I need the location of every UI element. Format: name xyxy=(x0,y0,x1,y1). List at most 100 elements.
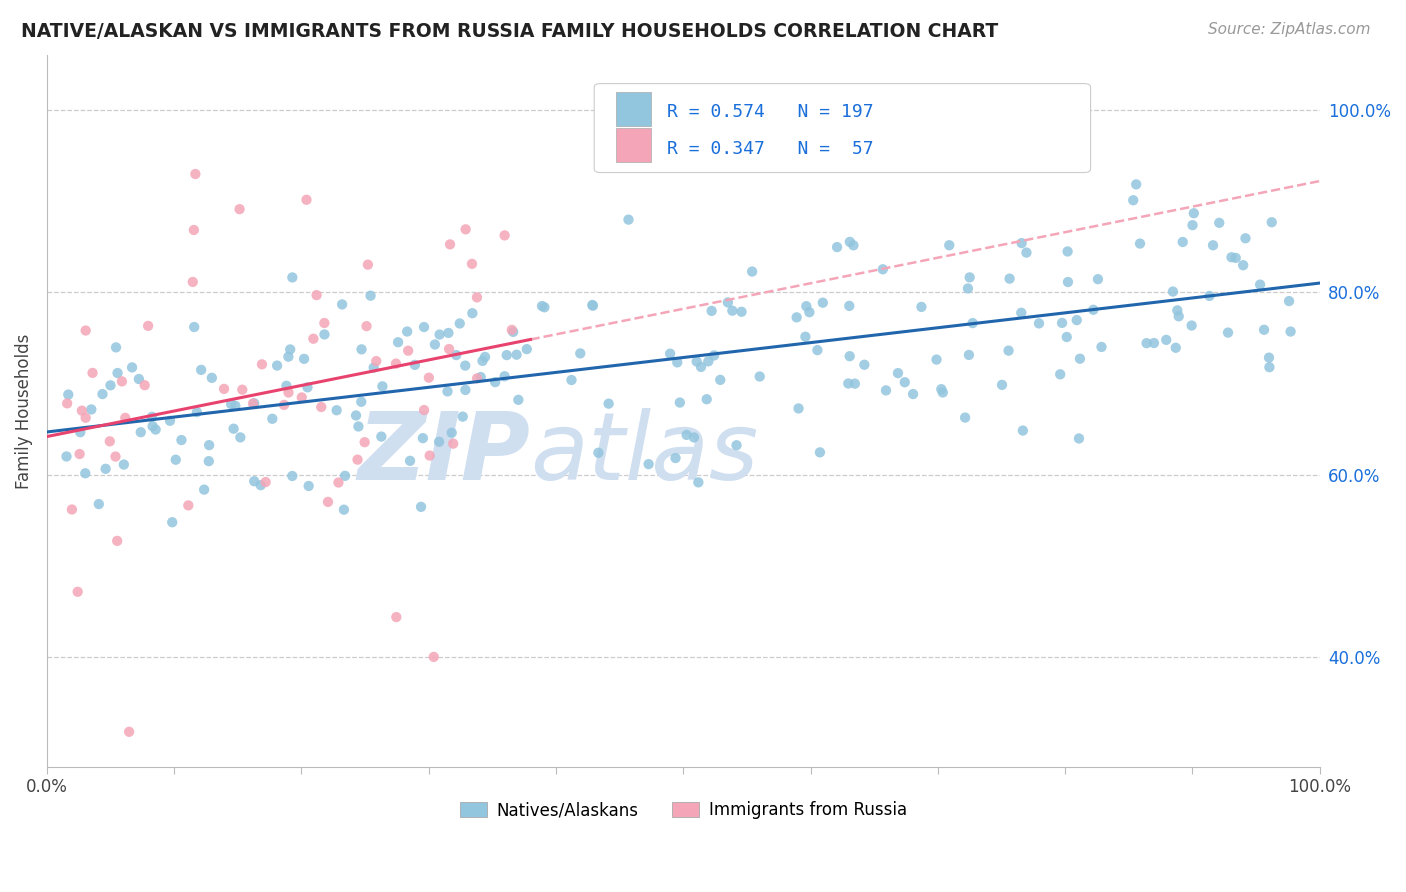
Point xyxy=(69,425,91,440)
Point xyxy=(190,363,212,377)
Point xyxy=(910,300,932,314)
Point xyxy=(725,438,748,452)
Point xyxy=(1182,206,1205,220)
Point xyxy=(853,358,876,372)
Point xyxy=(465,290,488,304)
Point xyxy=(305,288,328,302)
Point xyxy=(1090,340,1112,354)
Point xyxy=(998,271,1021,285)
Point xyxy=(219,397,242,411)
Point xyxy=(94,462,117,476)
Point xyxy=(717,295,740,310)
Point xyxy=(581,298,603,312)
Point xyxy=(786,310,808,325)
Point xyxy=(60,502,83,516)
Point xyxy=(396,343,419,358)
Point xyxy=(454,359,477,373)
Point xyxy=(212,382,235,396)
Point xyxy=(98,434,121,449)
Point xyxy=(277,385,299,400)
Point xyxy=(1056,330,1078,344)
Point xyxy=(105,340,128,354)
Text: Source: ZipAtlas.com: Source: ZipAtlas.com xyxy=(1208,22,1371,37)
Point xyxy=(350,394,373,409)
Point xyxy=(66,584,89,599)
Point xyxy=(363,360,385,375)
Point xyxy=(730,305,752,319)
Point xyxy=(193,483,215,497)
Point xyxy=(228,202,250,216)
Text: NATIVE/ALASKAN VS IMMIGRANTS FROM RUSSIA FAMILY HOUSEHOLDS CORRELATION CHART: NATIVE/ALASKAN VS IMMIGRANTS FROM RUSSIA… xyxy=(21,22,998,41)
Point xyxy=(1171,235,1194,249)
Point xyxy=(1258,360,1281,375)
Point xyxy=(224,399,246,413)
Point xyxy=(893,376,915,390)
Point xyxy=(669,395,692,409)
Point xyxy=(696,392,718,407)
Point xyxy=(186,405,208,419)
Point xyxy=(637,457,659,471)
Point xyxy=(1011,424,1033,438)
Point xyxy=(1049,368,1071,382)
Point xyxy=(111,375,134,389)
Point xyxy=(461,306,484,320)
Point xyxy=(297,380,319,394)
Point xyxy=(494,369,516,384)
Point xyxy=(1015,245,1038,260)
Point xyxy=(314,316,336,330)
Point xyxy=(121,360,143,375)
Point xyxy=(721,303,744,318)
Point xyxy=(1011,236,1033,251)
Point xyxy=(404,358,426,372)
Point xyxy=(243,396,266,410)
Point xyxy=(1057,275,1080,289)
Point xyxy=(741,264,763,278)
Point xyxy=(145,423,167,437)
Point xyxy=(794,299,817,313)
Point xyxy=(333,502,356,516)
Point xyxy=(474,350,496,364)
Point xyxy=(1143,336,1166,351)
Point xyxy=(470,370,492,384)
Point xyxy=(1279,325,1302,339)
Point xyxy=(309,400,332,414)
Point xyxy=(1056,244,1078,259)
Point xyxy=(423,649,446,664)
Point xyxy=(598,397,620,411)
Point xyxy=(75,324,97,338)
Point xyxy=(938,238,960,252)
Point xyxy=(962,316,984,330)
Point xyxy=(118,724,141,739)
Point xyxy=(366,354,388,368)
Point xyxy=(560,373,582,387)
Point xyxy=(1129,236,1152,251)
Point xyxy=(170,433,193,447)
Point xyxy=(451,409,474,424)
Point xyxy=(956,281,979,295)
Point xyxy=(328,475,350,490)
Point xyxy=(484,375,506,389)
Point xyxy=(427,434,450,449)
Point xyxy=(325,403,347,417)
Point xyxy=(806,343,828,358)
Point xyxy=(356,319,378,334)
Point xyxy=(162,515,184,529)
Point xyxy=(569,346,592,360)
Point xyxy=(875,384,897,398)
Point xyxy=(666,355,689,369)
Point xyxy=(439,237,461,252)
Point xyxy=(413,403,436,417)
Point xyxy=(183,320,205,334)
Point xyxy=(1261,215,1284,229)
Point xyxy=(347,419,370,434)
Point xyxy=(495,348,517,362)
Point xyxy=(409,500,432,514)
Point xyxy=(664,451,686,466)
Point xyxy=(141,409,163,424)
Point xyxy=(107,366,129,380)
Point xyxy=(419,449,441,463)
Point xyxy=(399,454,422,468)
Point xyxy=(70,403,93,417)
Point xyxy=(441,436,464,450)
Point xyxy=(842,238,865,252)
